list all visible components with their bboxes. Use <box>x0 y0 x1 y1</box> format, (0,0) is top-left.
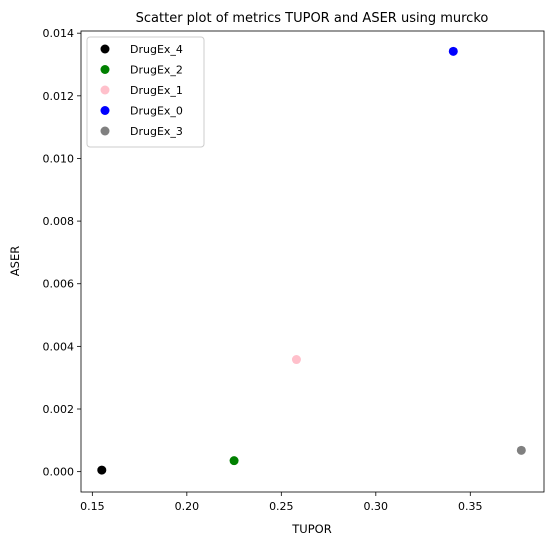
data-point-drugex-0 <box>448 46 458 56</box>
data-point-drugex-1 <box>291 355 301 365</box>
legend-marker <box>100 65 110 74</box>
legend-marker <box>100 44 110 54</box>
y-tick-label: 0.014 <box>43 27 75 40</box>
data-points <box>97 46 526 475</box>
x-tick-label: 0.15 <box>80 500 105 513</box>
x-tick-label: 0.35 <box>458 500 483 513</box>
y-tick-label: 0.000 <box>43 466 75 479</box>
y-tick-label: 0.012 <box>43 90 75 103</box>
y-tick-label: 0.004 <box>43 340 75 353</box>
y-tick-label: 0.002 <box>43 403 75 416</box>
x-axis-label: TUPOR <box>291 522 331 536</box>
legend-label: DrugEx_1 <box>130 84 183 97</box>
legend-label: DrugEx_2 <box>130 64 183 77</box>
x-tick-label: 0.25 <box>269 500 294 513</box>
y-tick-label: 0.008 <box>43 215 75 228</box>
y-tick-label: 0.010 <box>43 152 75 165</box>
legend-label: DrugEx_0 <box>130 105 183 118</box>
x-tick-label: 0.20 <box>175 500 200 513</box>
legend-label: DrugEx_3 <box>130 125 183 138</box>
x-axis: 0.15 0.20 0.25 0.30 0.35 <box>80 492 483 513</box>
legend-marker <box>100 106 110 115</box>
plot-area <box>80 30 545 493</box>
x-tick-label: 0.30 <box>364 500 389 513</box>
plot-frame <box>80 30 545 493</box>
data-point-drugex-4 <box>97 465 107 475</box>
legend: DrugEx_4 DrugEx_2 DrugEx_1 DrugEx_0 DrugEx_3 <box>86 36 205 148</box>
legend-marker <box>100 85 110 95</box>
y-tick-label: 0.006 <box>43 278 75 291</box>
data-point-drugex-2 <box>229 456 239 466</box>
y-axis-label: ASER <box>8 246 22 276</box>
data-point-drugex-3 <box>516 445 526 455</box>
chart-title: Scatter plot of metrics TUPOR and ASER u… <box>136 11 489 26</box>
legend-marker <box>100 126 110 136</box>
legend-label: DrugEx_4 <box>130 43 183 56</box>
y-axis: 0.000 0.002 0.004 0.006 0.008 0.010 0.012 0.014 <box>43 27 81 479</box>
legend-box <box>86 36 205 148</box>
